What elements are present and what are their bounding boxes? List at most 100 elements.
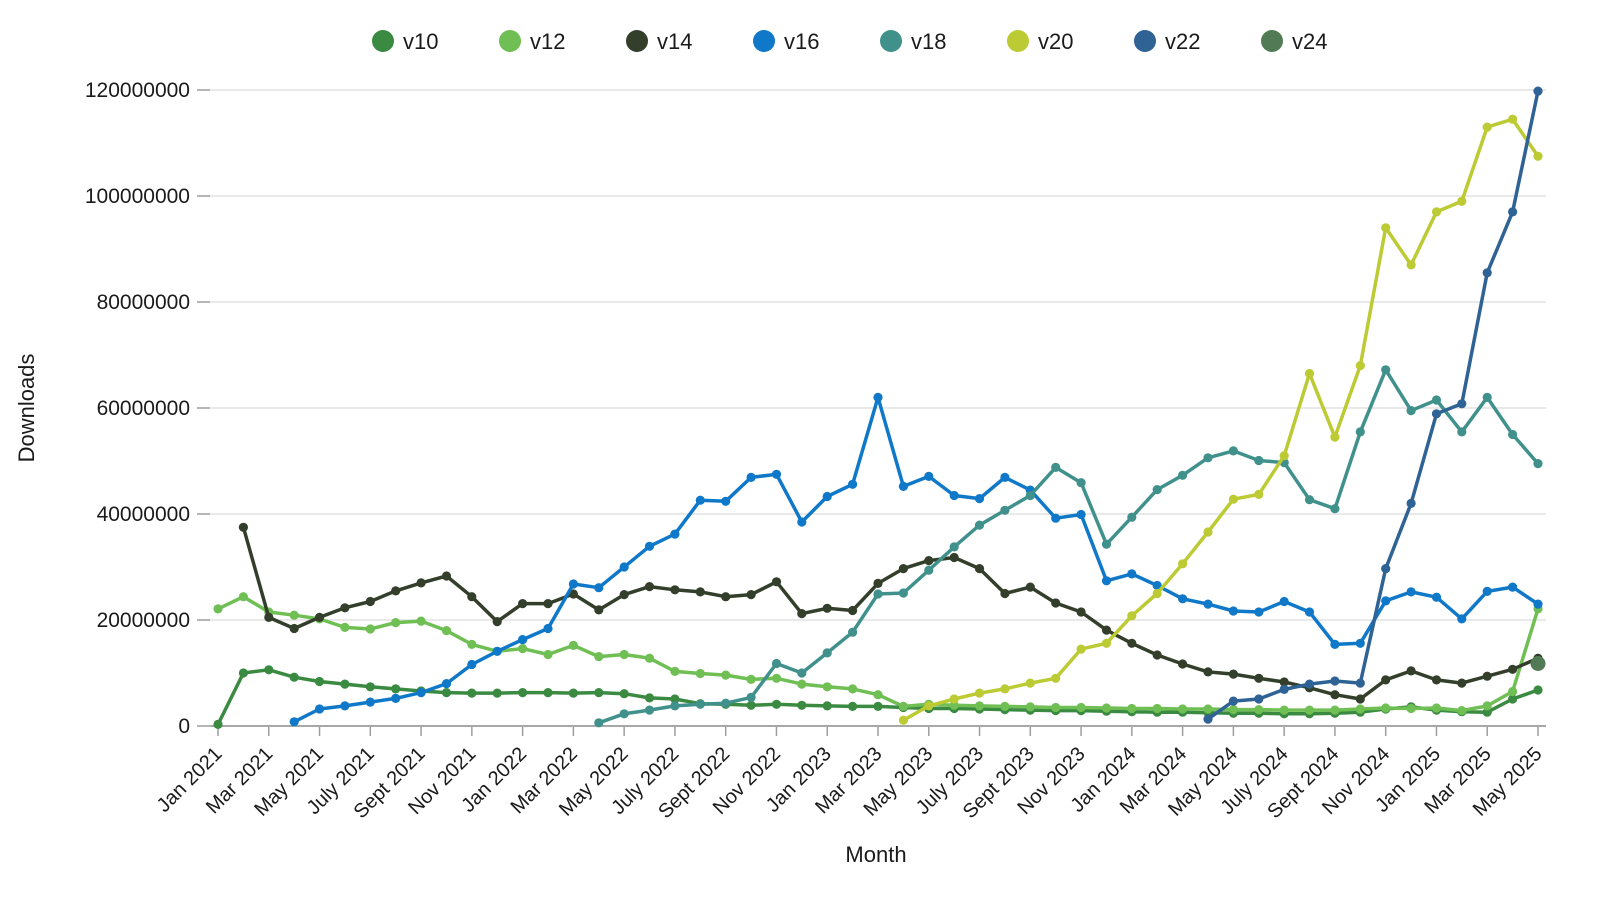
data-point-v12	[1431, 703, 1442, 713]
data-point-v10	[518, 688, 528, 698]
data-point-v10	[797, 700, 807, 710]
legend-item-v20[interactable]: v20	[1007, 29, 1073, 54]
data-point-v12	[848, 684, 858, 694]
data-point-v12	[1355, 704, 1365, 714]
series-line-v14	[241, 525, 1540, 701]
data-point-v12	[1304, 705, 1315, 715]
data-point-v12	[1457, 706, 1467, 716]
data-point-v10	[441, 688, 452, 698]
data-point-v14	[1000, 588, 1010, 599]
data-point-v10	[314, 676, 325, 687]
legend-item-v14[interactable]: v14	[626, 29, 692, 54]
data-point-v10	[873, 701, 883, 712]
data-point-v20	[1279, 451, 1289, 461]
data-point-v14	[1406, 666, 1416, 676]
data-point-v12	[518, 644, 528, 654]
legend-item-v22[interactable]: v22	[1134, 29, 1200, 54]
data-point-v18	[1152, 485, 1162, 495]
data-point-v16	[391, 693, 401, 704]
legend-item-v16[interactable]: v16	[753, 29, 819, 54]
data-point-v10	[543, 688, 553, 698]
data-point-v20	[1228, 494, 1238, 504]
y-tick-label: 20000000	[97, 609, 190, 632]
data-point-v12	[441, 626, 452, 636]
data-point-v18	[721, 698, 731, 708]
data-point-v10	[670, 694, 680, 704]
data-point-v14	[1330, 690, 1340, 700]
legend-label: v10	[403, 29, 438, 54]
data-point-v18	[1330, 504, 1340, 514]
data-point-v18	[797, 668, 807, 678]
data-point-v12	[898, 701, 909, 712]
legend-item-v12[interactable]: v12	[499, 29, 565, 54]
legend-label: v18	[911, 29, 946, 54]
data-point-v12	[1482, 701, 1492, 711]
data-point-v18	[1000, 505, 1010, 515]
data-point-v22	[1431, 409, 1442, 419]
data-point-v22	[1533, 86, 1543, 96]
legend-item-v18[interactable]: v18	[880, 29, 946, 54]
data-point-v18	[1431, 395, 1442, 405]
data-point-v18	[949, 542, 959, 552]
legend-dot-icon	[880, 30, 902, 52]
legend-dot-icon	[1134, 30, 1156, 52]
data-point-v22	[1279, 684, 1289, 695]
data-point-v20	[924, 701, 934, 711]
data-point-v16	[848, 479, 858, 489]
legend-label: v16	[784, 29, 819, 54]
data-point-v18	[1228, 446, 1238, 456]
data-point-v14	[924, 556, 934, 566]
data-point-v10	[568, 688, 579, 698]
legend-item-v10[interactable]: v10	[372, 29, 438, 54]
data-point-v18	[1482, 392, 1492, 402]
data-point-v10	[492, 688, 502, 698]
series-line-v18	[597, 368, 1540, 725]
data-point-v14	[670, 585, 680, 595]
data-point-v16	[467, 659, 477, 670]
data-point-v14	[1076, 607, 1086, 617]
data-point-v20	[1127, 611, 1137, 621]
data-point-v12	[213, 604, 223, 614]
data-point-v14	[1101, 625, 1112, 635]
data-point-v16	[695, 495, 705, 505]
data-point-v14	[518, 599, 528, 609]
data-point-v18	[1025, 490, 1035, 501]
data-point-v22	[1457, 399, 1467, 409]
data-point-v16	[746, 472, 756, 482]
data-point-v20	[949, 694, 959, 704]
legend-dot-icon	[626, 30, 648, 52]
data-point-v20	[1178, 559, 1188, 569]
data-point-v12	[670, 666, 680, 677]
data-point-v18	[619, 709, 629, 719]
data-point-v12	[1178, 704, 1188, 714]
data-point-v20	[1457, 196, 1467, 206]
data-point-v10	[619, 689, 629, 699]
data-point-v16	[1279, 596, 1289, 607]
legend-item-v24[interactable]: v24	[1261, 29, 1327, 54]
data-point-v20	[1431, 207, 1442, 217]
data-point-v16	[1000, 472, 1010, 482]
data-point-v16	[898, 481, 909, 491]
data-point-v20	[1406, 260, 1416, 270]
data-point-v14	[568, 589, 579, 599]
data-point-v10	[822, 701, 832, 711]
data-point-v12	[1254, 705, 1264, 715]
data-point-v18	[974, 520, 985, 530]
data-point-v16	[822, 491, 832, 502]
data-point-v12	[1406, 703, 1416, 714]
data-point-v14	[1228, 669, 1238, 679]
data-point-v10	[644, 693, 655, 703]
data-point-v16	[1101, 576, 1112, 586]
data-point-v12	[365, 624, 375, 634]
data-point-v20	[898, 715, 909, 725]
data-point-v16	[314, 704, 325, 714]
data-point-v14	[1381, 675, 1391, 685]
data-point-v20	[1304, 368, 1315, 379]
data-point-v18	[1178, 470, 1188, 480]
x-axis-title: Month	[845, 842, 906, 867]
data-point-v12	[1127, 703, 1137, 714]
data-point-v18	[1457, 427, 1467, 437]
data-point-v16	[1457, 614, 1467, 624]
